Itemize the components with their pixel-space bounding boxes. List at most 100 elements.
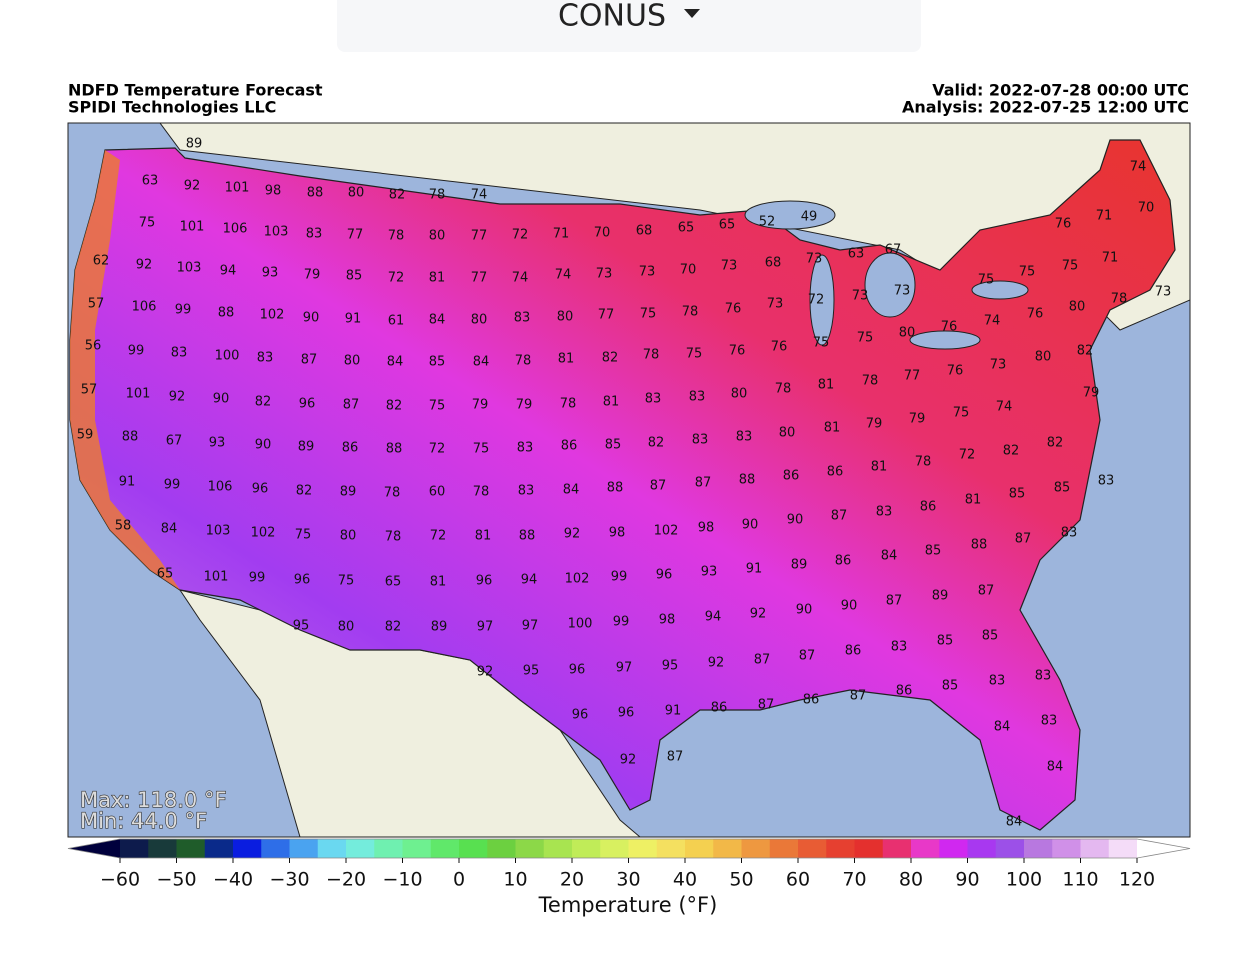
colorbar-tick-label: −30 — [269, 869, 309, 891]
station-temp: 76 — [771, 340, 788, 355]
station-temp: 94 — [705, 610, 722, 625]
station-temp: 87 — [850, 689, 867, 704]
station-temp: 97 — [477, 620, 494, 635]
station-temp: 98 — [698, 521, 715, 536]
colorbar-segment — [515, 839, 545, 858]
station-temp: 96 — [299, 397, 316, 412]
station-temp: 91 — [119, 475, 136, 490]
station-temp: 73 — [1155, 285, 1172, 300]
station-temp: 87 — [754, 653, 771, 668]
station-temp: 77 — [598, 308, 615, 323]
station-temp: 78 — [643, 348, 660, 363]
station-temp: 101 — [126, 387, 151, 402]
colorbar-tick-label: 10 — [503, 869, 527, 891]
colorbar-over — [1137, 839, 1190, 858]
station-temp: 80 — [779, 426, 796, 441]
station-temp: 85 — [925, 544, 942, 559]
station-temp: 68 — [765, 256, 782, 271]
station-temp: 80 — [899, 326, 916, 341]
station-temp: 90 — [213, 392, 230, 407]
station-temp: 83 — [1098, 474, 1115, 489]
station-temp: 76 — [947, 364, 964, 379]
station-temp: 89 — [298, 440, 315, 455]
station-temp: 83 — [891, 640, 908, 655]
station-temp: 84 — [387, 355, 404, 370]
station-temp: 83 — [514, 311, 531, 326]
station-temp: 92 — [136, 258, 153, 273]
west-coast-band — [70, 150, 180, 590]
station-temp: 83 — [518, 484, 535, 499]
dropdown-label[interactable]: CONUS — [558, 0, 666, 34]
colorbar-tick-label: 20 — [560, 869, 584, 891]
station-temp: 83 — [257, 351, 274, 366]
station-temp: 73 — [767, 297, 784, 312]
colorbar-segment — [628, 839, 658, 858]
station-temp: 60 — [429, 485, 446, 500]
station-temp: 83 — [692, 433, 709, 448]
station-temp: 65 — [385, 575, 402, 590]
station-temp: 78 — [682, 305, 699, 320]
station-temp: 98 — [659, 613, 676, 628]
station-temp: 78 — [429, 188, 446, 203]
station-temp: 102 — [260, 308, 285, 323]
colorbar-segment — [430, 839, 460, 858]
lake-erie — [909, 330, 981, 350]
station-temp: 81 — [965, 493, 982, 508]
station-temp: 87 — [886, 594, 903, 609]
station-temp: 80 — [429, 229, 446, 244]
station-temp: 72 — [430, 529, 447, 544]
station-temp: 88 — [307, 186, 324, 201]
station-temp: 96 — [569, 663, 586, 678]
station-temp: 100 — [215, 349, 240, 364]
max-temp: Max: 118.0 °F — [80, 788, 227, 812]
station-temp: 87 — [978, 584, 995, 599]
station-temp: 87 — [1015, 532, 1032, 547]
station-temp: 85 — [982, 629, 999, 644]
station-temp: 73 — [806, 252, 823, 267]
station-temp: 96 — [294, 573, 311, 588]
station-temp: 75 — [953, 406, 970, 421]
station-temp: 86 — [827, 465, 844, 480]
station-temp: 73 — [639, 265, 656, 280]
station-temp: 58 — [115, 519, 132, 534]
station-temp: 88 — [122, 430, 139, 445]
colorbar-segment — [289, 839, 319, 858]
colorbar-segment — [741, 839, 771, 858]
station-temp: 86 — [803, 693, 820, 708]
station-temp: 81 — [430, 575, 447, 590]
colorbar-segment — [346, 839, 375, 858]
station-temp: 88 — [519, 529, 536, 544]
colorbar-segment — [543, 839, 573, 858]
station-temp: 86 — [896, 684, 913, 699]
station-temp: 85 — [346, 269, 363, 284]
station-temp: 85 — [605, 438, 622, 453]
dropdown-caret[interactable] — [684, 9, 700, 18]
colorbar-segment — [120, 839, 149, 858]
station-temp: 99 — [611, 570, 628, 585]
colorbar-segment — [995, 839, 1025, 858]
station-temp: 99 — [164, 478, 181, 493]
station-temp: 70 — [1138, 201, 1155, 216]
station-temp: 75 — [813, 336, 830, 351]
station-temp: 74 — [471, 188, 488, 203]
station-temp: 85 — [942, 679, 959, 694]
station-temp: 85 — [1054, 481, 1071, 496]
analysis-time: Analysis: 2022-07-25 12:00 UTC — [902, 98, 1189, 117]
station-temp: 89 — [340, 485, 357, 500]
station-temp: 78 — [915, 455, 932, 470]
colorbar-tick-label: 0 — [453, 869, 465, 891]
colorbar-segment — [459, 839, 488, 858]
station-temp: 96 — [252, 482, 269, 497]
station-temp: 91 — [665, 704, 682, 719]
station-temp: 75 — [640, 307, 657, 322]
station-temp: 75 — [338, 574, 355, 589]
station-temp: 99 — [613, 615, 630, 630]
colorbar-segment — [148, 839, 177, 858]
lake-ontario — [971, 280, 1029, 300]
station-temp: 92 — [620, 753, 637, 768]
region-dropdown[interactable] — [337, 0, 921, 52]
station-temp: 71 — [1102, 251, 1119, 266]
station-temp: 71 — [553, 227, 570, 242]
station-temp: 82 — [1003, 444, 1020, 459]
station-temp: 91 — [345, 312, 362, 327]
